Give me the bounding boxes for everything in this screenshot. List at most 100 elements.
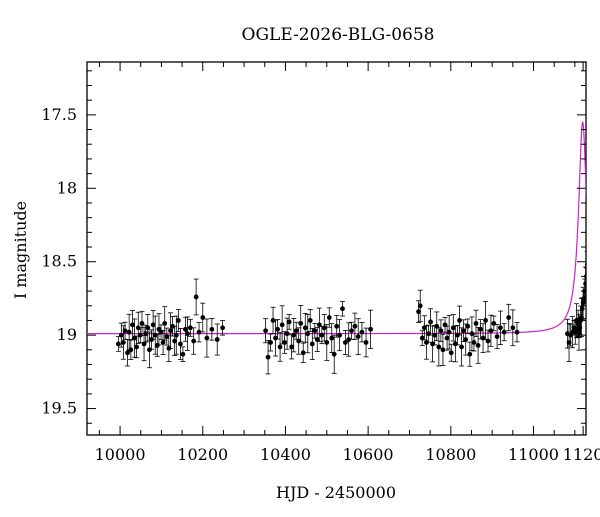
data-point: [301, 343, 306, 362]
data-marker: [360, 330, 365, 335]
data-marker: [491, 321, 496, 326]
data-point: [594, 113, 599, 151]
data-point: [593, 108, 598, 137]
x-tick-label: 10200: [177, 445, 228, 464]
data-marker: [181, 352, 186, 357]
data-marker: [266, 355, 271, 360]
data-marker: [340, 306, 345, 311]
data-marker: [593, 139, 598, 144]
data-point: [591, 157, 596, 190]
data-point: [266, 340, 271, 373]
data-marker: [510, 325, 515, 330]
data-marker: [123, 328, 128, 333]
data-marker: [580, 306, 585, 311]
data-marker: [594, 142, 599, 147]
y-tick-label: 18.5: [41, 252, 77, 271]
data-point: [194, 279, 199, 315]
data-marker: [280, 322, 285, 327]
data-point: [595, 140, 600, 171]
data-point: [209, 318, 214, 340]
data-marker: [291, 333, 296, 338]
y-tick-label: 19: [57, 325, 77, 344]
data-marker: [591, 171, 596, 176]
data-point: [506, 304, 511, 330]
data-marker: [595, 154, 600, 159]
data-marker: [332, 352, 337, 357]
data-marker: [324, 340, 329, 345]
data-point: [220, 320, 225, 335]
data-marker: [282, 340, 287, 345]
data-marker: [593, 127, 598, 132]
data-point: [596, 212, 600, 229]
data-marker: [285, 331, 290, 336]
x-tick-label: 10000: [95, 445, 146, 464]
data-point: [586, 237, 591, 256]
data-marker: [476, 343, 481, 348]
data-marker: [506, 315, 511, 320]
data-marker: [294, 328, 299, 333]
data-point: [502, 324, 507, 341]
data-marker: [319, 333, 324, 338]
data-marker: [592, 149, 597, 154]
data-marker: [134, 344, 139, 349]
x-tick-label: 10800: [425, 445, 476, 464]
data-marker: [308, 318, 313, 323]
data-marker: [121, 340, 126, 345]
data-marker: [220, 325, 225, 330]
data-marker: [591, 193, 596, 198]
data-marker: [478, 327, 483, 332]
data-marker: [463, 337, 468, 342]
plot-frame: [87, 62, 586, 435]
data-point: [191, 328, 196, 354]
data-point: [591, 172, 596, 196]
data-point: [593, 123, 598, 159]
data-marker: [185, 331, 190, 336]
data-marker: [194, 295, 199, 300]
data-point: [595, 163, 600, 178]
data-point: [268, 334, 273, 351]
data-point: [491, 316, 496, 331]
data-marker: [590, 204, 595, 209]
data-point: [588, 206, 593, 244]
ticks-layer: [87, 62, 586, 435]
data-marker: [364, 340, 369, 345]
data-marker: [368, 327, 373, 332]
data-point: [116, 337, 121, 352]
data-marker: [162, 321, 167, 326]
data-point: [498, 311, 503, 344]
y-tick-label: 19.5: [41, 399, 77, 418]
x-tick-label: 1120: [563, 445, 600, 464]
y-axis-label: I magnitude: [11, 201, 30, 299]
data-marker: [586, 245, 591, 250]
y-tick-label: 17.5: [41, 105, 77, 124]
data-marker: [587, 233, 592, 238]
data-point: [593, 120, 598, 139]
data-marker: [483, 318, 488, 323]
data-marker: [594, 120, 599, 125]
data-marker: [312, 328, 317, 333]
data-point: [592, 138, 597, 164]
data-marker: [418, 303, 423, 308]
data-marker: [322, 325, 327, 330]
data-point: [263, 319, 268, 343]
data-marker: [278, 344, 283, 349]
data-marker: [515, 330, 520, 335]
data-marker: [161, 340, 166, 345]
data-point: [340, 301, 345, 316]
data-marker: [128, 347, 133, 352]
data-point: [592, 153, 597, 170]
data-marker: [589, 212, 594, 217]
chart-title: OGLE-2026-BLG-0658: [242, 25, 435, 45]
x-tick-label: 11000: [508, 445, 559, 464]
data-point: [514, 323, 519, 342]
data-marker: [356, 334, 361, 339]
data-point: [359, 323, 364, 342]
data-marker: [428, 320, 433, 325]
data-marker: [596, 218, 600, 223]
x-axis-label: HJD - 2450000: [276, 483, 396, 502]
data-marker: [305, 331, 310, 336]
data-point: [591, 188, 596, 203]
data-marker: [502, 330, 507, 335]
